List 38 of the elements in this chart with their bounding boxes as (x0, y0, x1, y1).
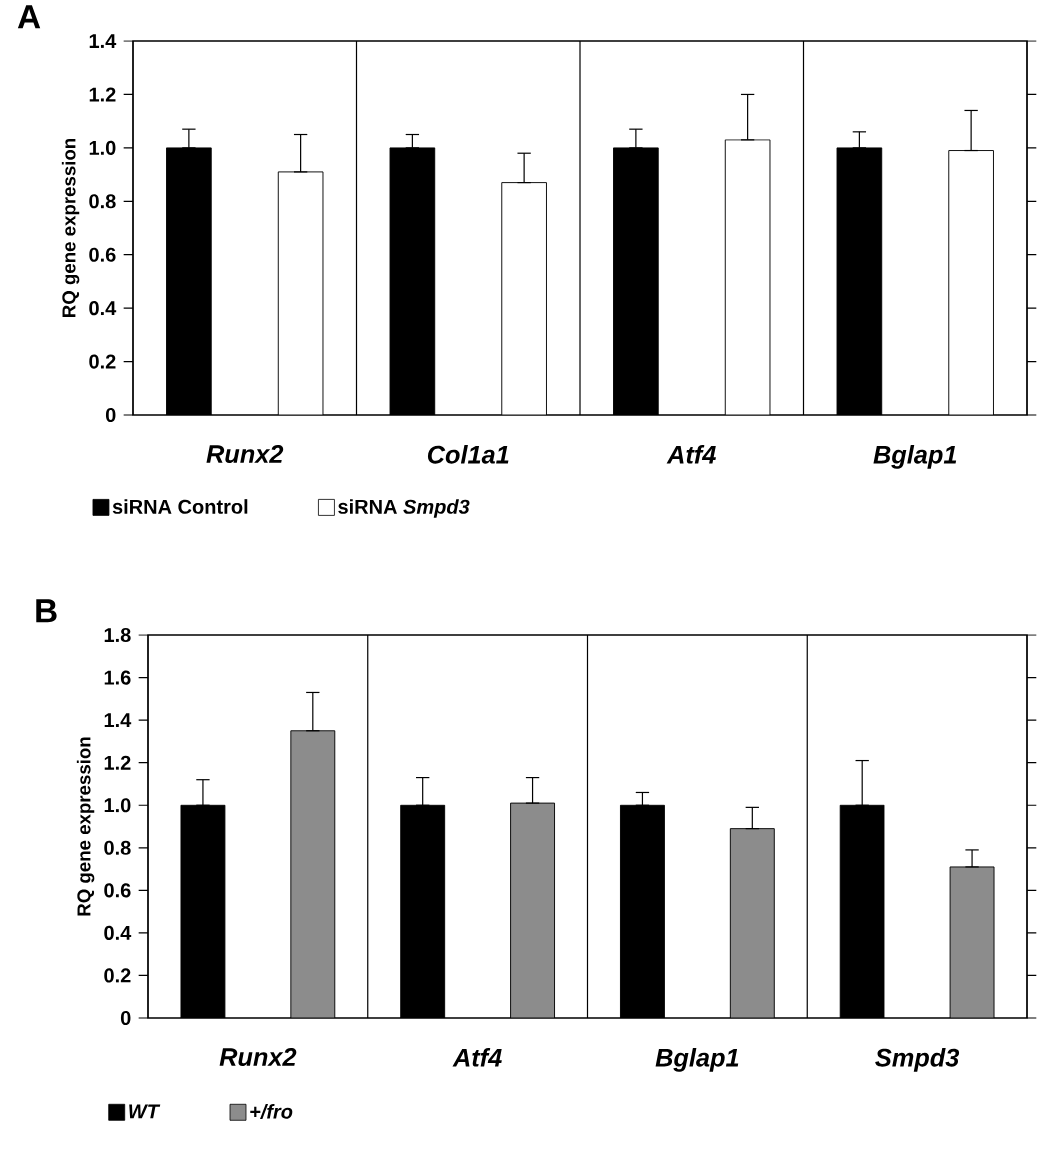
x-tick-label: Atf4 (452, 1048, 502, 1067)
x-tick-label: Col1a1 (427, 445, 509, 464)
y-tick-label: 0.2 (89, 354, 116, 369)
legend-label: siRNA Smpd3 (338, 499, 470, 518)
y-tick-label: 0.4 (104, 925, 132, 940)
y-tick-label: 1.2 (104, 755, 131, 770)
chart-title: B (36, 599, 57, 623)
y-tick-label: 1.6 (104, 670, 131, 685)
x-tick-label: Smpd3 (875, 1048, 960, 1072)
y-tick-label: 1.4 (104, 713, 132, 727)
y-tick-label: 1.0 (89, 140, 116, 155)
x-tick-label: Runx2 (206, 445, 284, 463)
x-tick-label: Atf4 (666, 445, 716, 464)
y-tick-label: 0.4 (89, 301, 117, 316)
bar (510, 802, 556, 1019)
y-tick-label: 0.8 (104, 840, 131, 855)
y-tick-label: 0 (120, 1010, 131, 1026)
y-tick-label: 0.2 (104, 968, 131, 983)
x-tick-label: Runx2 (219, 1048, 297, 1066)
bar (729, 828, 775, 1019)
x-tick-label: Bglap1 (873, 445, 957, 469)
y-tick-label: 0.8 (89, 194, 116, 209)
y-axis-title: RQ gene expression (76, 737, 95, 916)
legend-label: +/fro (250, 1104, 293, 1119)
legend-label: siRNA Control (112, 499, 248, 514)
y-tick-label: 0 (105, 407, 116, 423)
y-tick-label: 1.0 (104, 798, 131, 813)
y-tick-label: 1.8 (104, 627, 131, 643)
bar (949, 866, 995, 1019)
y-tick-label: 0.6 (89, 247, 116, 262)
y-tick-label: 1.4 (89, 34, 117, 48)
y-tick-label: 0.6 (104, 883, 131, 898)
chart-title: A (17, 5, 41, 29)
bar (290, 730, 336, 1019)
x-tick-label: Bglap1 (655, 1048, 739, 1072)
y-tick-label: 1.2 (89, 87, 116, 102)
legend-label: WT (129, 1104, 161, 1119)
y-axis-title: RQ gene expression (61, 138, 80, 317)
